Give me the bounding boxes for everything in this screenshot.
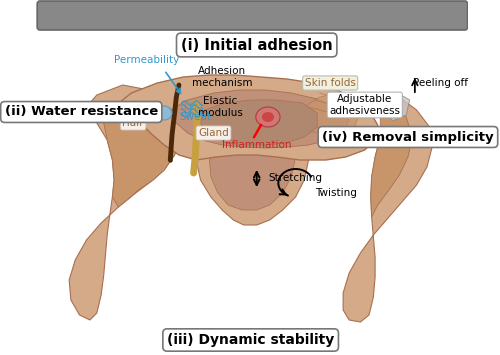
Polygon shape xyxy=(114,75,378,160)
Text: Sweat: Sweat xyxy=(179,112,211,122)
Text: (ii) Water resistance: (ii) Water resistance xyxy=(4,105,158,119)
Polygon shape xyxy=(69,85,182,320)
Text: Twisting: Twisting xyxy=(314,188,356,198)
Text: Adjustable
adhesiveness: Adjustable adhesiveness xyxy=(329,94,400,116)
Polygon shape xyxy=(209,85,296,210)
Ellipse shape xyxy=(392,101,407,113)
Text: Considerations for adhesive epidermal dry electrodes: Considerations for adhesive epidermal dr… xyxy=(50,10,454,22)
Ellipse shape xyxy=(262,112,274,122)
Polygon shape xyxy=(343,95,412,217)
Text: Hair: Hair xyxy=(122,118,144,128)
Text: (iii) Dynamic stability: (iii) Dynamic stability xyxy=(167,333,334,347)
Text: Stretching: Stretching xyxy=(268,173,322,183)
Polygon shape xyxy=(170,90,349,148)
Polygon shape xyxy=(196,80,308,225)
Text: Adhesion
mechanism: Adhesion mechanism xyxy=(192,66,252,88)
Text: Skin folds: Skin folds xyxy=(304,78,356,88)
FancyBboxPatch shape xyxy=(37,1,468,30)
Ellipse shape xyxy=(256,107,280,127)
Text: Gland: Gland xyxy=(198,128,229,138)
Text: Peeling off: Peeling off xyxy=(414,78,469,88)
Text: Inflammation: Inflammation xyxy=(222,140,292,150)
Polygon shape xyxy=(104,93,182,207)
Text: (i) Initial adhesion: (i) Initial adhesion xyxy=(181,38,332,53)
Text: Permeability: Permeability xyxy=(114,55,180,65)
Polygon shape xyxy=(343,93,432,322)
Text: Elastic
modulus: Elastic modulus xyxy=(198,96,243,118)
Polygon shape xyxy=(302,93,360,135)
Polygon shape xyxy=(380,93,410,121)
Text: (iv) Removal simplicity: (iv) Removal simplicity xyxy=(322,131,494,143)
Ellipse shape xyxy=(156,106,172,120)
Polygon shape xyxy=(200,100,317,145)
